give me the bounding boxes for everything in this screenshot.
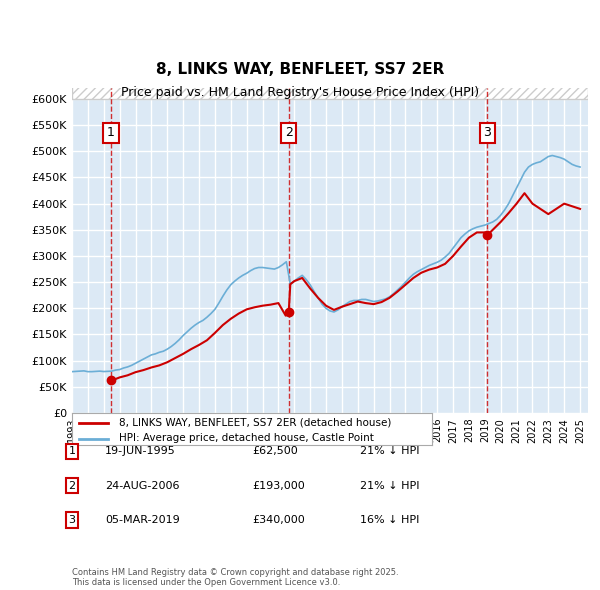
Text: 16% ↓ HPI: 16% ↓ HPI: [360, 515, 419, 525]
Text: 24-AUG-2006: 24-AUG-2006: [105, 481, 179, 490]
Text: 2: 2: [285, 126, 293, 139]
Text: 19-JUN-1995: 19-JUN-1995: [105, 447, 176, 456]
Text: 2: 2: [68, 481, 76, 490]
Text: £62,500: £62,500: [252, 447, 298, 456]
Text: 8, LINKS WAY, BENFLEET, SS7 2ER: 8, LINKS WAY, BENFLEET, SS7 2ER: [156, 62, 444, 77]
Text: Contains HM Land Registry data © Crown copyright and database right 2025.
This d: Contains HM Land Registry data © Crown c…: [72, 568, 398, 587]
Text: 21% ↓ HPI: 21% ↓ HPI: [360, 481, 419, 490]
Text: 05-MAR-2019: 05-MAR-2019: [105, 515, 180, 525]
Text: 1: 1: [68, 447, 76, 456]
Text: £193,000: £193,000: [252, 481, 305, 490]
Text: 21% ↓ HPI: 21% ↓ HPI: [360, 447, 419, 456]
Text: Price paid vs. HM Land Registry's House Price Index (HPI): Price paid vs. HM Land Registry's House …: [121, 86, 479, 99]
Bar: [72, 78, 588, 99]
Text: 8, LINKS WAY, BENFLEET, SS7 2ER (detached house): 8, LINKS WAY, BENFLEET, SS7 2ER (detache…: [119, 417, 391, 427]
Text: £340,000: £340,000: [252, 515, 305, 525]
Text: 1: 1: [107, 126, 115, 139]
Text: HPI: Average price, detached house, Castle Point: HPI: Average price, detached house, Cast…: [119, 433, 374, 443]
Text: 3: 3: [484, 126, 491, 139]
Text: 3: 3: [68, 515, 76, 525]
